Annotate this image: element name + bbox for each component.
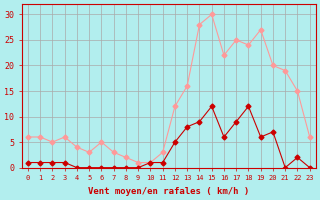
X-axis label: Vent moyen/en rafales ( km/h ): Vent moyen/en rafales ( km/h ) [88, 187, 250, 196]
